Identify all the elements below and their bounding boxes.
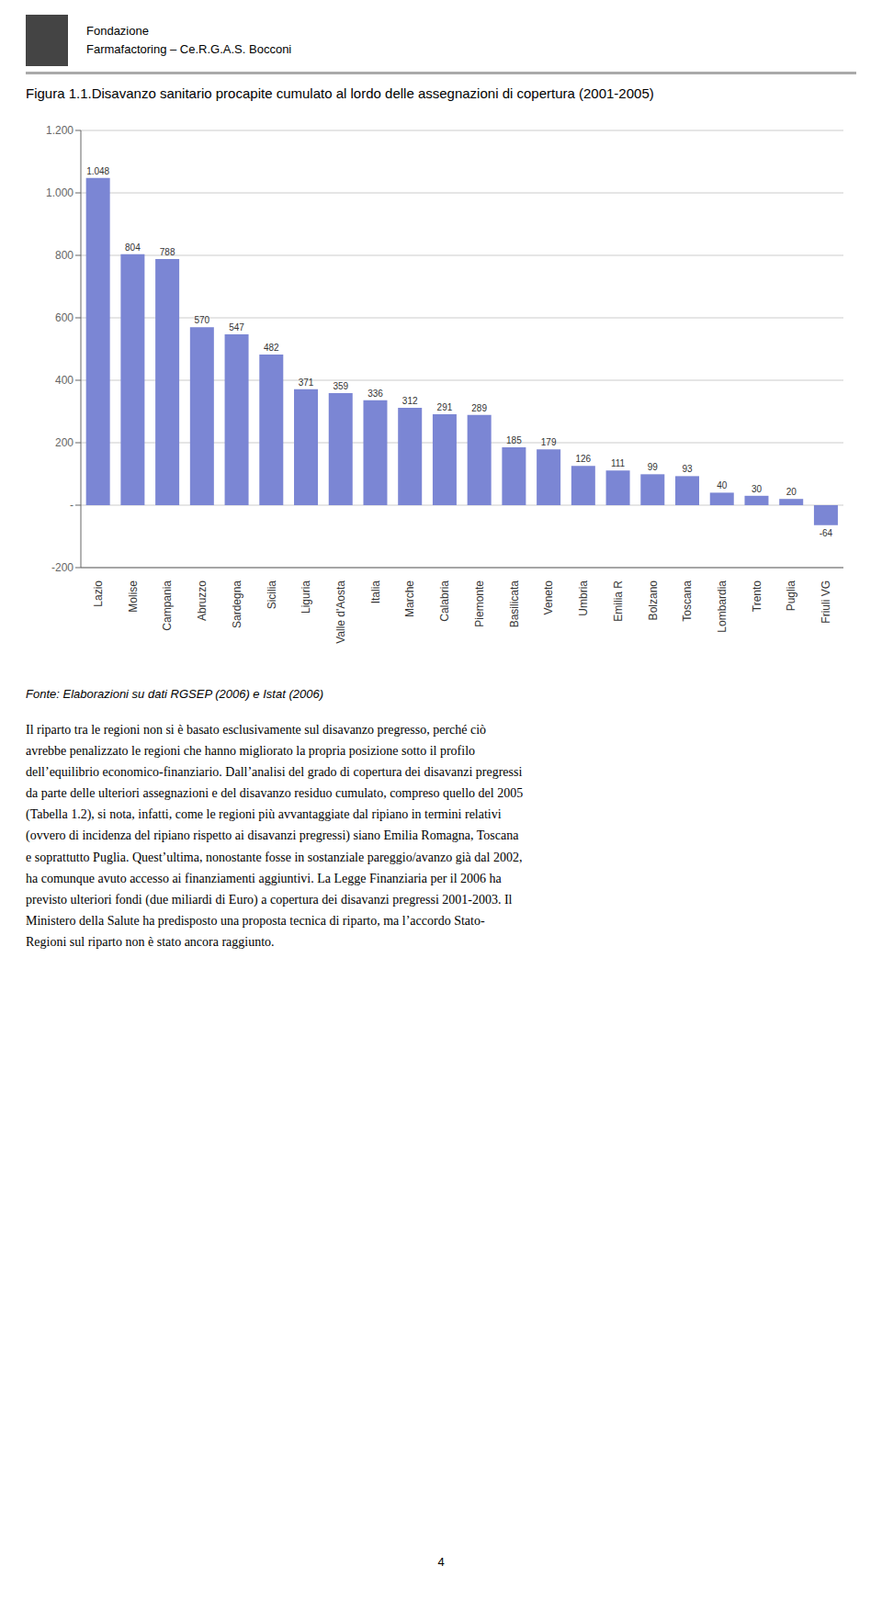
- svg-text:Emilia R: Emilia R: [611, 580, 625, 622]
- svg-text:Liguria: Liguria: [299, 580, 313, 614]
- svg-text:185: 185: [506, 435, 522, 446]
- svg-text:Toscana: Toscana: [680, 580, 694, 622]
- svg-text:Sicilia: Sicilia: [265, 580, 279, 611]
- svg-text:1.048: 1.048: [86, 166, 110, 177]
- html-text:Farmafactoring – Ce.R.G.A.S. B: Farmafactoring – Ce.R.G.A.S. Bocconi: [86, 42, 292, 57]
- svg-text:336: 336: [367, 388, 384, 399]
- svg-text:Puglia: Puglia: [784, 580, 798, 612]
- svg-text:Friuli VG: Friuli VG: [819, 580, 833, 624]
- html-text:4: 4: [437, 1555, 445, 1570]
- svg-text:570: 570: [193, 315, 210, 326]
- svg-text:40: 40: [716, 480, 728, 491]
- html-text:Fondazione: Fondazione: [86, 23, 149, 38]
- svg-text:200: 200: [55, 436, 74, 450]
- svg-text:1.200: 1.200: [45, 124, 74, 137]
- svg-text:Lombardia: Lombardia: [715, 580, 729, 634]
- svg-text:Calabria: Calabria: [438, 580, 452, 622]
- html-text:Fonte: Elaborazioni su dati RG: Fonte: Elaborazioni su dati RGSEP (2006)…: [25, 687, 324, 702]
- svg-text:547: 547: [228, 322, 245, 333]
- svg-text:Sardegna: Sardegna: [230, 580, 244, 629]
- svg-text:Umbria: Umbria: [576, 580, 590, 617]
- svg-text:99: 99: [647, 462, 659, 473]
- svg-text:Trento: Trento: [750, 580, 764, 613]
- svg-text:111: 111: [610, 458, 626, 469]
- svg-text:371: 371: [298, 377, 315, 388]
- svg-text:-64: -64: [819, 528, 834, 539]
- svg-text:Valle d'Aosta: Valle d'Aosta: [334, 580, 348, 645]
- svg-text:Italia: Italia: [369, 580, 383, 605]
- svg-text:Lazio: Lazio: [91, 580, 105, 608]
- svg-text:30: 30: [751, 484, 763, 495]
- svg-text:-: -: [69, 498, 74, 512]
- svg-text:1.000: 1.000: [45, 186, 74, 200]
- svg-text:20: 20: [786, 486, 798, 498]
- svg-text:93: 93: [681, 463, 693, 475]
- svg-text:Molise: Molise: [126, 580, 140, 613]
- svg-text:600: 600: [55, 311, 74, 325]
- svg-text:482: 482: [263, 342, 280, 353]
- svg-text:179: 179: [541, 437, 557, 448]
- svg-text:Marche: Marche: [403, 580, 417, 618]
- svg-text:Bolzano: Bolzano: [646, 580, 660, 622]
- svg-text:Veneto: Veneto: [542, 580, 555, 616]
- svg-text:126: 126: [575, 453, 591, 464]
- svg-text:289: 289: [471, 403, 487, 414]
- svg-text:Piemonte: Piemonte: [473, 580, 487, 628]
- html-text:Figura 1.1.Disavanzo sanitario: Figura 1.1.Disavanzo sanitario procapite…: [25, 85, 654, 102]
- html-text:Il riparto tra le regioni non: Il riparto tra le regioni non si è basat…: [25, 723, 523, 949]
- svg-text:291: 291: [437, 402, 453, 413]
- svg-text:-200: -200: [51, 561, 74, 575]
- svg-text:359: 359: [332, 381, 349, 392]
- svg-text:788: 788: [159, 247, 176, 258]
- svg-text:312: 312: [402, 395, 419, 407]
- svg-text:804: 804: [124, 242, 141, 253]
- svg-text:800: 800: [55, 248, 74, 262]
- svg-text:400: 400: [55, 373, 74, 387]
- svg-text:Campania: Campania: [160, 580, 174, 632]
- svg-text:Abruzzo: Abruzzo: [195, 580, 209, 622]
- svg-text:Basilicata: Basilicata: [508, 580, 521, 629]
